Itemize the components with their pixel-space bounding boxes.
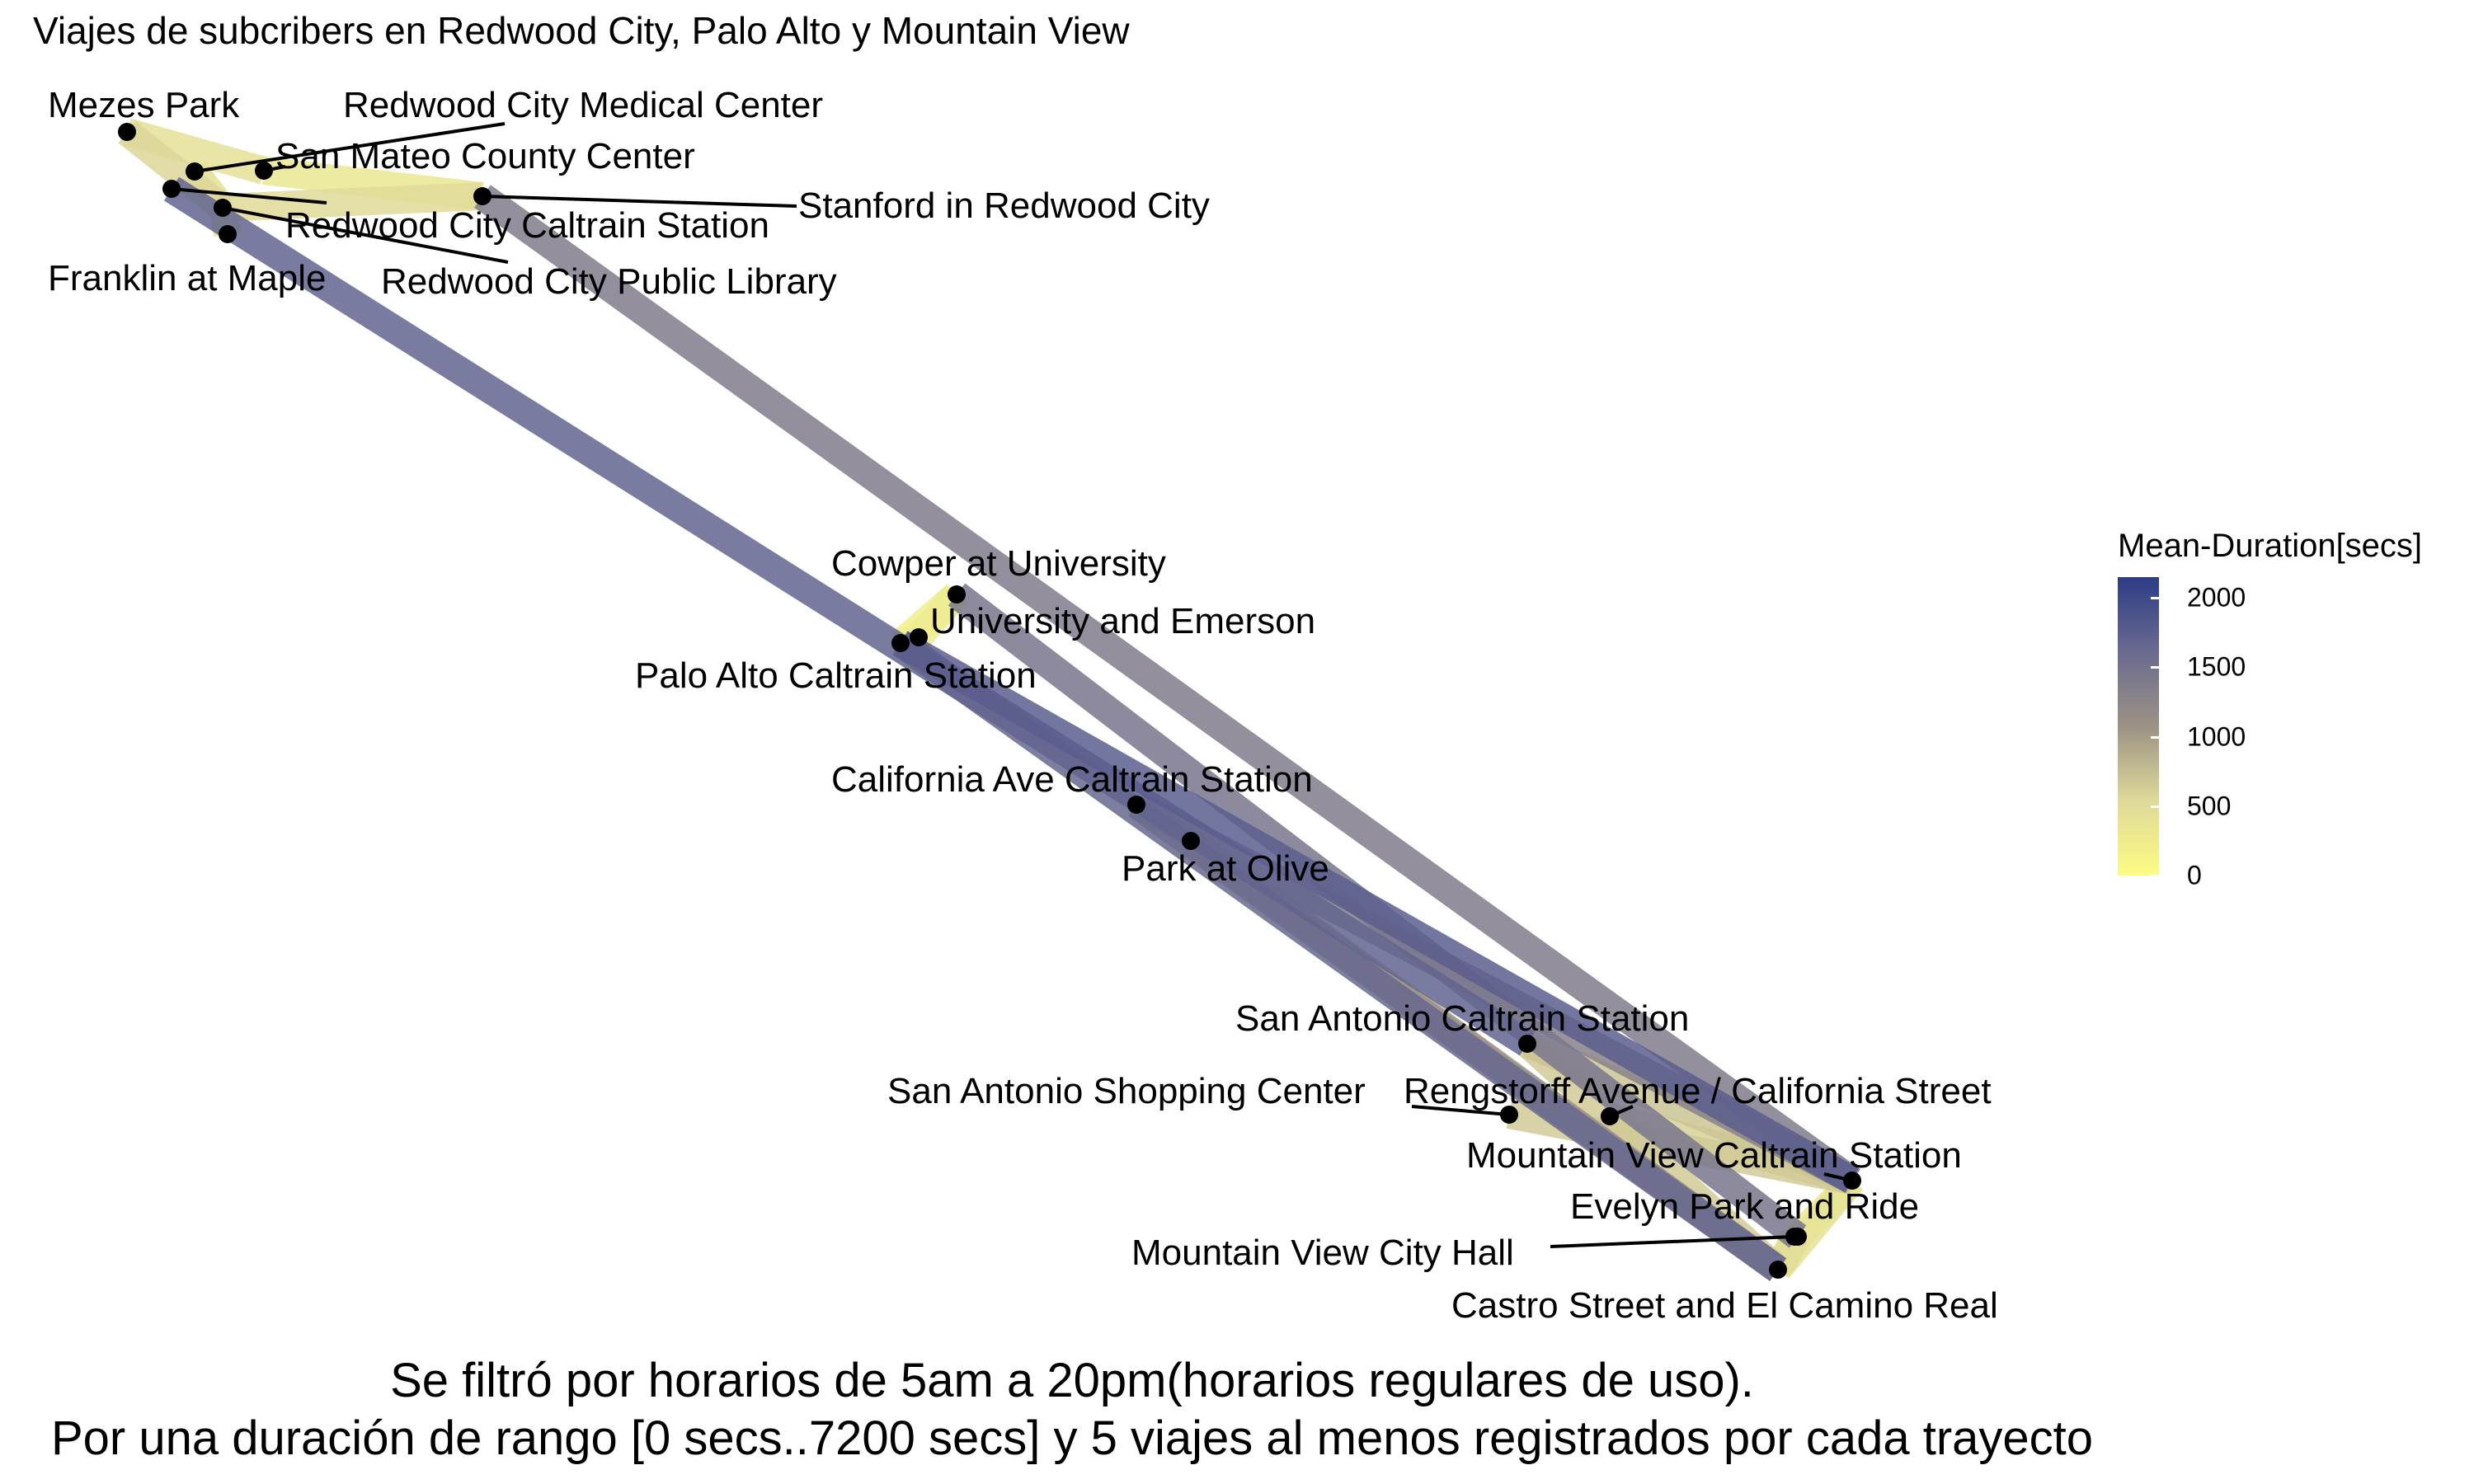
- station-point-sashop: [1500, 1106, 1518, 1124]
- route-map: Mezes Park Redwood City Medical Center San…: [48, 85, 1998, 1326]
- label-leader-rclib: [222, 206, 509, 264]
- colorbar-legend: Mean-Duration[secs] 0 500 1000 1500 2000: [2118, 528, 2464, 890]
- station-point-frank: [162, 180, 181, 198]
- station-label-rengs: Rengstorff Avenue / California Street: [1404, 1071, 1992, 1111]
- colorbar-tick-mark: [2151, 875, 2162, 877]
- label-leader-rccal: [171, 187, 327, 204]
- station-point-cowper: [948, 585, 966, 603]
- route-stanrc-mvcal: [474, 185, 1860, 1192]
- station-point-univ: [910, 628, 928, 646]
- colorbar-tick-label: 2000: [2187, 582, 2246, 613]
- station-label-evelyn: Evelyn Park and Ride: [1570, 1186, 1919, 1227]
- route-univ-cowper: [908, 585, 967, 647]
- colorbar-tick-mark: [2151, 597, 2162, 600]
- colorbar-tick-mark: [2151, 805, 2162, 808]
- station-label-cowper: Cowper at University: [831, 543, 1166, 584]
- label-leader-mvch: [1550, 1235, 1795, 1248]
- routes-layer: [118, 118, 1864, 1281]
- station-label-sacal: San Antonio Caltrain Station: [1235, 998, 1689, 1039]
- station-label-frank: Franklin at Maple: [48, 258, 326, 298]
- station-label-mvcal: Mountain View Caltrain Station: [1466, 1135, 1962, 1176]
- label-leader-stanrc: [482, 195, 797, 208]
- station-label-sashop: San Antonio Shopping Center: [887, 1071, 1366, 1111]
- colorbar-gradient: [2118, 577, 2159, 876]
- station-point-mvcal: [1843, 1172, 1861, 1190]
- stations-layer: [118, 123, 1861, 1279]
- label-leader-sashop: [1411, 1105, 1510, 1116]
- station-label-smcc: San Mateo County Center: [275, 136, 695, 176]
- station-point-rccal: [214, 199, 232, 217]
- colorbar-tick-label: 1000: [2187, 721, 2246, 752]
- station-label-rclib: Redwood City Public Library: [381, 261, 837, 302]
- colorbar-tick-mark: [2151, 666, 2162, 669]
- chart-caption: Se filtró por horarios de 5am a 20pm(hor…: [0, 1352, 2144, 1468]
- station-point-calave: [1127, 796, 1145, 814]
- route-rccal-stanrc: [222, 182, 483, 222]
- station-point-olive: [1182, 832, 1200, 850]
- route-pacal-mvcal: [893, 631, 1860, 1193]
- station-point-sacal: [1518, 1035, 1536, 1053]
- station-point-castro: [1769, 1261, 1787, 1279]
- caption-line-1: Se filtró por horarios de 5am a 20pm(hor…: [390, 1354, 1754, 1407]
- colorbar-tick-label: 500: [2187, 791, 2232, 821]
- station-label-calave: California Ave Caltrain Station: [831, 759, 1313, 800]
- station-label-stanrc: Stanford in Redwood City: [798, 186, 1210, 226]
- station-label-mvch: Mountain View City Hall: [1131, 1233, 1514, 1273]
- station-labels-layer: Mezes Park Redwood City Medical Center San…: [48, 85, 1998, 1326]
- colorbar-tick-label: 1500: [2187, 651, 2246, 682]
- station-label-rccal: Redwood City Caltrain Station: [285, 205, 769, 246]
- colorbar-tick-label: 0: [2187, 860, 2202, 890]
- station-point-mezes: [118, 123, 136, 141]
- station-label-univ: University and Emerson: [930, 601, 1315, 641]
- caption-line-2: Por una duración de rango [0 secs..7200 …: [50, 1411, 2094, 1465]
- colorbar-tick-mark: [2151, 735, 2162, 739]
- station-label-castro: Castro Street and El Camino Real: [1451, 1285, 1998, 1326]
- station-point-stanrc: [473, 187, 492, 205]
- label-leader-rcmed: [194, 122, 506, 173]
- station-point-rclib: [219, 225, 237, 243]
- route-frank-sacal: [163, 176, 1536, 1056]
- station-point-pacal: [891, 634, 910, 652]
- station-point-smcc: [255, 162, 273, 180]
- label-leaders-layer: [171, 122, 1853, 1248]
- station-label-rcmed: Redwood City Medical Center: [343, 85, 823, 125]
- station-label-pacal: Palo Alto Caltrain Station: [635, 655, 1037, 696]
- station-label-mezes: Mezes Park: [48, 85, 240, 125]
- chart-title: Viajes de subcribers en Redwood City, Pa…: [33, 9, 1130, 52]
- station-point-mvch: [1785, 1228, 1804, 1246]
- station-label-olive: Park at Olive: [1122, 848, 1329, 889]
- colorbar-title: Mean-Duration[secs]: [2118, 528, 2423, 564]
- station-point-rcmed: [186, 162, 204, 181]
- station-point-rengs: [1601, 1107, 1619, 1125]
